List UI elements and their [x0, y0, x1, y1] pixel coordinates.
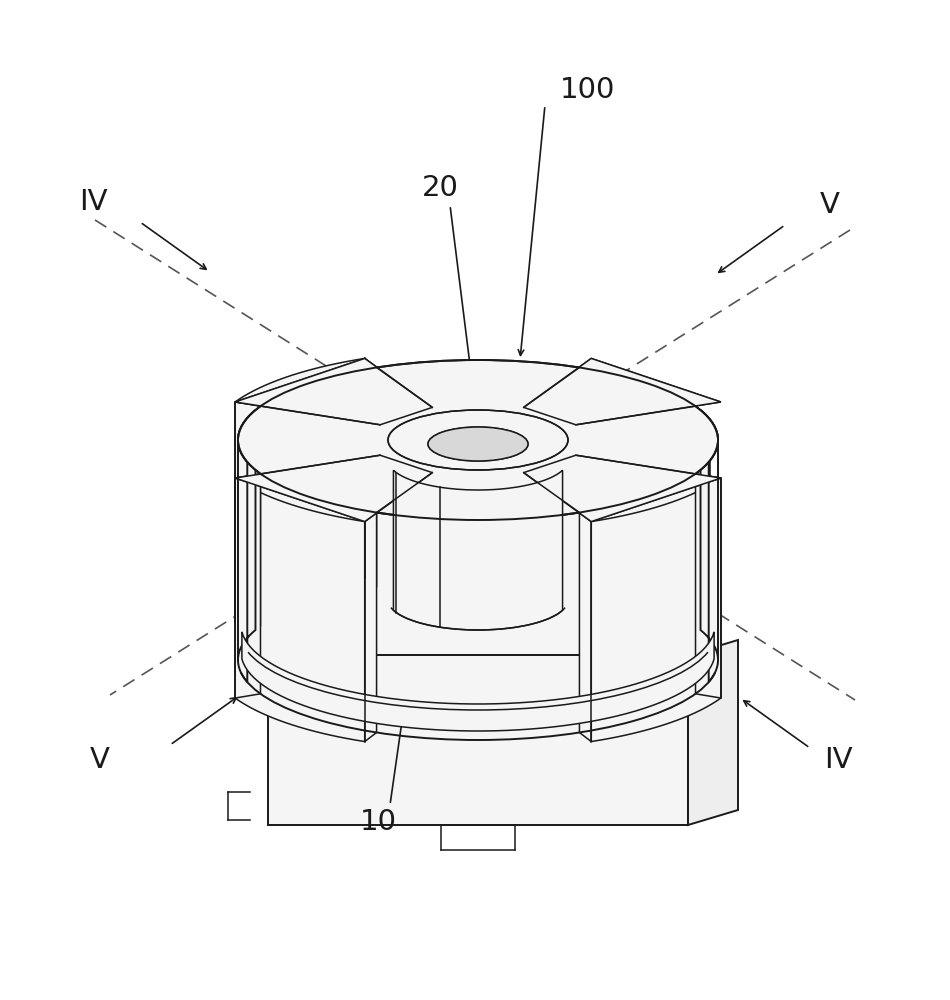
Text: IV: IV	[824, 746, 852, 774]
Polygon shape	[235, 358, 432, 425]
Polygon shape	[242, 632, 714, 731]
Polygon shape	[238, 410, 256, 682]
Polygon shape	[591, 478, 721, 742]
Text: 100: 100	[560, 76, 616, 104]
Ellipse shape	[388, 410, 568, 470]
Text: V: V	[820, 191, 840, 219]
Polygon shape	[700, 410, 718, 682]
Ellipse shape	[238, 360, 718, 520]
Ellipse shape	[428, 427, 528, 461]
Polygon shape	[235, 478, 365, 742]
Polygon shape	[235, 474, 260, 698]
Polygon shape	[523, 455, 721, 522]
Ellipse shape	[428, 427, 528, 461]
Polygon shape	[235, 402, 260, 626]
Polygon shape	[365, 513, 376, 742]
Polygon shape	[580, 513, 591, 742]
Text: IV: IV	[79, 188, 107, 216]
Polygon shape	[238, 406, 260, 687]
Polygon shape	[268, 655, 688, 825]
Polygon shape	[688, 640, 738, 825]
Text: 10: 10	[359, 808, 396, 836]
Polygon shape	[523, 358, 721, 425]
Polygon shape	[235, 358, 365, 622]
Polygon shape	[393, 470, 562, 630]
Polygon shape	[695, 474, 721, 698]
Polygon shape	[523, 358, 721, 425]
Polygon shape	[365, 358, 376, 587]
Polygon shape	[246, 461, 710, 740]
Polygon shape	[523, 455, 721, 522]
Text: 20: 20	[422, 174, 459, 202]
Polygon shape	[235, 358, 432, 425]
Polygon shape	[235, 455, 432, 522]
Polygon shape	[235, 455, 432, 522]
Text: V: V	[90, 746, 110, 774]
